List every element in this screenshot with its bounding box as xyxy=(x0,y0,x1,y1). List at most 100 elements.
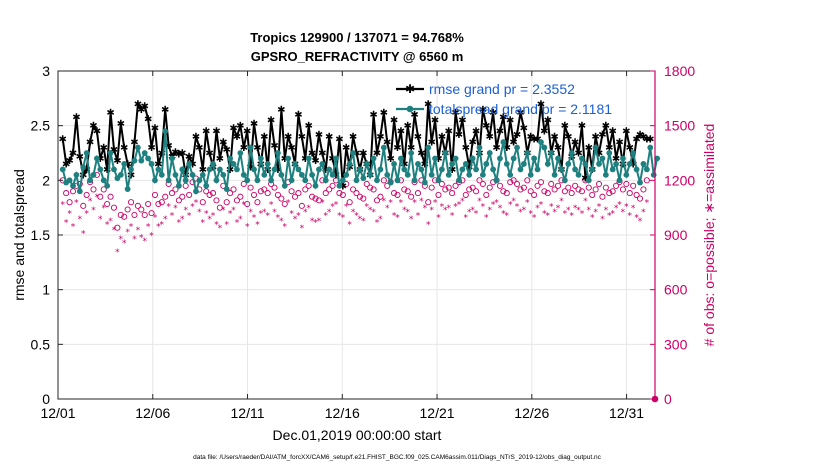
obs-possible-point xyxy=(254,199,261,206)
obs-possible-point xyxy=(281,200,288,208)
rmse-point: ✱ xyxy=(161,105,169,116)
spread-point xyxy=(524,150,531,156)
obs-assimilated-point: * xyxy=(272,208,277,218)
obs-possible-point xyxy=(131,211,138,219)
obs-assimilated-point: * xyxy=(628,211,633,221)
obs-possible-point xyxy=(110,204,118,211)
obs-assimilated-point: * xyxy=(416,211,421,221)
rmse-point: ✱ xyxy=(137,105,145,116)
spread-point xyxy=(589,166,596,173)
obs-assimilated-point: * xyxy=(166,202,171,212)
obs-possible-point xyxy=(408,193,415,200)
obs-possible-point xyxy=(544,190,551,197)
obs-possible-point xyxy=(360,195,367,202)
spread-point xyxy=(165,177,172,184)
obs-possible-point xyxy=(305,182,312,189)
obs-possible-point xyxy=(128,199,135,206)
obs-possible-point xyxy=(585,184,592,191)
rmse-point: ✱ xyxy=(499,112,507,123)
rmse-point: ✱ xyxy=(76,152,84,163)
obs-possible-point xyxy=(230,186,237,193)
spread-point xyxy=(360,175,367,182)
obs-assimilated-point: * xyxy=(310,217,315,227)
spread-point xyxy=(213,177,220,184)
obs-assimilated-point: * xyxy=(604,206,609,216)
spread-point xyxy=(172,171,179,178)
spread-point xyxy=(216,166,223,173)
spread-point xyxy=(264,161,271,167)
spread-point xyxy=(357,166,363,173)
obs-assimilated-point: * xyxy=(641,208,646,218)
obs-assimilated-point: * xyxy=(501,210,506,220)
obs-possible-point xyxy=(244,200,251,208)
rmse-point: ✱ xyxy=(301,154,309,165)
obs-possible-point xyxy=(452,182,459,189)
spread-point xyxy=(391,161,397,167)
rmse-point: ✱ xyxy=(89,121,97,132)
obs-possible-point xyxy=(636,195,644,202)
rmse-point: ✱ xyxy=(110,145,118,156)
spread-point xyxy=(275,150,281,156)
spread-point xyxy=(131,157,138,164)
obs-possible-point xyxy=(278,195,285,202)
spread-point xyxy=(83,150,90,156)
obs-assimilated-point: * xyxy=(559,197,564,207)
spread-point xyxy=(179,166,186,173)
obs-assimilated-point: * xyxy=(443,206,448,216)
obs-possible-point xyxy=(565,184,572,191)
obs-assimilated-point: * xyxy=(197,208,202,218)
rmse-point: ✱ xyxy=(544,116,552,127)
obs-assimilated-point: * xyxy=(245,222,250,232)
obs-assimilated-point: * xyxy=(470,206,475,216)
rmse-point: ✱ xyxy=(581,174,589,185)
spread-point xyxy=(288,177,295,184)
spread-point xyxy=(449,161,456,167)
spread-point xyxy=(227,155,234,162)
rmse-point: ✱ xyxy=(226,165,234,176)
rmse-point: ✱ xyxy=(359,149,367,160)
obs-possible-point xyxy=(124,206,131,213)
obs-assimilated-point: * xyxy=(289,210,294,220)
obs-possible-point xyxy=(237,193,244,200)
rmse-point: ✱ xyxy=(62,159,70,170)
obs-assimilated-point: * xyxy=(368,206,373,216)
obs-possible-point xyxy=(445,184,452,191)
obs-assimilated-point: * xyxy=(426,221,431,231)
spread-point xyxy=(640,161,647,167)
spread-point xyxy=(568,150,575,156)
spread-point xyxy=(175,182,182,189)
obs-possible-point xyxy=(206,191,213,198)
rmse-point: ✱ xyxy=(325,132,333,143)
rmse-point: ✱ xyxy=(410,110,418,121)
spread-series xyxy=(59,128,660,196)
rmse-point: ✱ xyxy=(233,132,241,143)
obs-assimilated-point: * xyxy=(494,199,499,209)
rmse-point: ✱ xyxy=(192,132,200,143)
rmse-point: ✱ xyxy=(345,163,353,174)
rmse-point: ✱ xyxy=(144,115,152,126)
rmse-point: ✱ xyxy=(93,127,101,138)
obs-assimilated-point: * xyxy=(306,204,311,214)
spread-point xyxy=(254,177,261,184)
obs-assimilated-point: * xyxy=(173,204,178,214)
obs-assimilated-point: * xyxy=(129,222,134,232)
rmse-point: ✱ xyxy=(72,112,80,123)
obs-possible-point xyxy=(83,191,90,198)
spread-point xyxy=(650,171,657,178)
spread-point xyxy=(544,161,551,167)
rmse-point: ✱ xyxy=(400,159,408,170)
obs-assimilated-point: * xyxy=(474,210,479,220)
rmse-point: ✱ xyxy=(281,154,289,165)
spread-point xyxy=(538,139,544,145)
rmse-point: ✱ xyxy=(414,132,422,143)
rmse-point: ✱ xyxy=(294,110,302,121)
rmse-point: ✱ xyxy=(69,149,77,160)
rmse-point: ✱ xyxy=(417,149,425,160)
obs-possible-point xyxy=(524,177,531,184)
obs-possible-point xyxy=(404,188,411,195)
obs-assimilated-point: * xyxy=(645,199,650,209)
rmse-point: ✱ xyxy=(550,132,558,143)
spread-point xyxy=(363,161,370,167)
obs-assimilated-point: * xyxy=(330,202,335,212)
obs-possible-point xyxy=(435,191,442,198)
